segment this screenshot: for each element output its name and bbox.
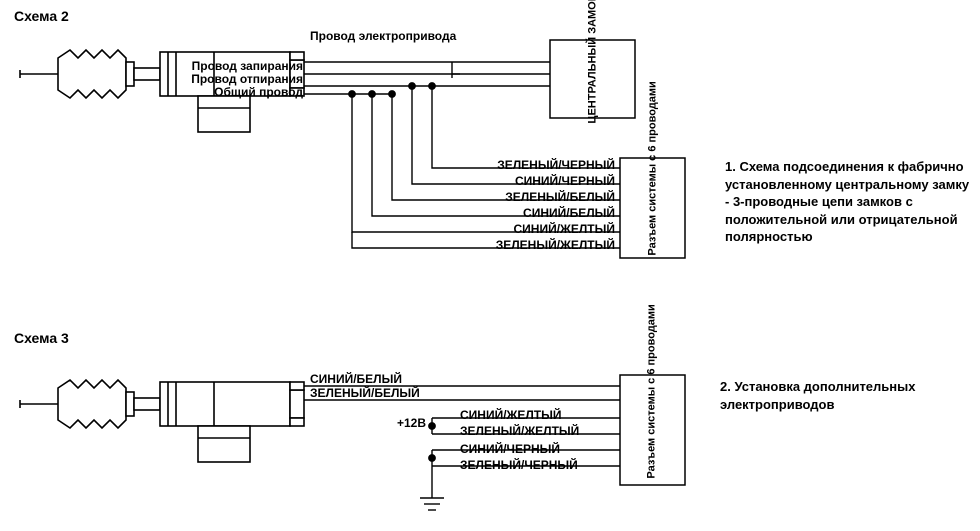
s3-wire-3: ЗЕЛЕНЫЙ/ЧЕРНЫЙ (460, 458, 578, 472)
s2-label-drive: Провод электропривода (310, 29, 456, 43)
s3-connector-label: Разъем системы с 6 проводами (645, 379, 658, 479)
s2-connector-label: Разъем системы с 6 проводами (646, 158, 659, 256)
s2-wire-1: СИНИЙ/ЧЕРНЫЙ (470, 174, 615, 188)
s3-wire-1: ЗЕЛЕНЫЙ/ЖЕЛТЫЙ (460, 424, 579, 438)
s2-wire-0: ЗЕЛЕНЫЙ/ЧЕРНЫЙ (470, 158, 615, 172)
s3-wire-top-1: ЗЕЛЕНЫЙ/БЕЛЫЙ (310, 386, 420, 400)
s3-description: 2. Установка дополнительных электроприво… (720, 378, 970, 413)
s3-wire-0: СИНИЙ/ЖЕЛТЫЙ (460, 408, 562, 422)
s2-wire-4: СИНИЙ/ЖЕЛТЫЙ (470, 222, 615, 236)
s2-description: 1. Схема подсоединения к фабрично устано… (725, 158, 970, 246)
s2-wire-3: СИНИЙ/БЕЛЫЙ (470, 206, 615, 220)
s3-12v-label: +12В (380, 416, 426, 430)
s2-label-lock: Провод запирания (188, 59, 303, 73)
s2-label-unlock: Провод отпирания (188, 72, 303, 86)
s2-central-lock-label: ЦЕНТРАЛЬНЫЙ ЗАМОК (586, 34, 599, 124)
s2-label-common: Общий провод (188, 85, 303, 99)
s2-wire-5: ЗЕЛЕНЫЙ/ЖЕЛТЫЙ (470, 238, 615, 252)
s2-wire-2: ЗЕЛЕНЫЙ/БЕЛЫЙ (470, 190, 615, 204)
s3-wire-top-0: СИНИЙ/БЕЛЫЙ (310, 372, 402, 386)
s3-wire-2: СИНИЙ/ЧЕРНЫЙ (460, 442, 560, 456)
